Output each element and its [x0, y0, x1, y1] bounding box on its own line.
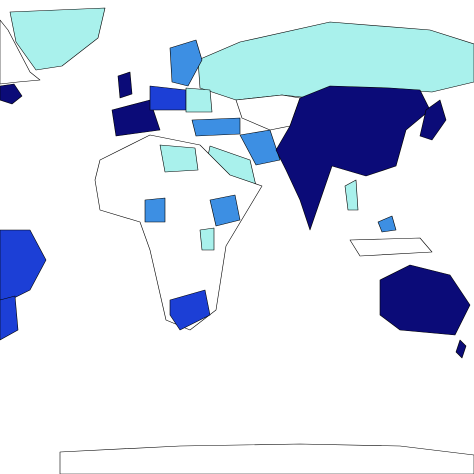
north-africa [159, 144, 199, 173]
china-india [275, 85, 431, 231]
iran [239, 129, 281, 166]
africa [94, 134, 263, 331]
antarctica [59, 443, 474, 474]
east-africa [199, 227, 215, 251]
indonesia [349, 237, 433, 257]
malaysia [377, 215, 397, 233]
eastern-europe [185, 87, 213, 113]
countries [0, 7, 474, 474]
greenland [9, 7, 106, 71]
uk [117, 71, 133, 99]
central-europe [149, 85, 187, 111]
ethiopia [209, 194, 241, 227]
south-africa [169, 289, 211, 331]
new-zealand [455, 339, 467, 359]
nigeria [144, 197, 166, 223]
canada-edge [0, 19, 41, 85]
thailand [344, 179, 359, 211]
argentina [0, 295, 19, 341]
canada-east [0, 83, 23, 105]
western-europe [111, 99, 161, 137]
scandinavia [169, 39, 203, 87]
japan [419, 99, 447, 141]
turkey [191, 117, 241, 137]
australia [379, 264, 471, 336]
brazil [0, 229, 47, 301]
